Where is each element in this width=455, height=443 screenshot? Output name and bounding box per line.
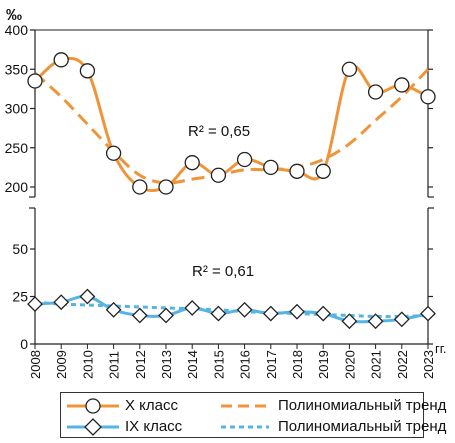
x-tick-label: 2009 [54,350,69,379]
data-point-x-class [367,84,384,100]
data-point-x-class [394,77,410,93]
x-tick-label: 2013 [159,350,174,379]
y-lower-tick-label: 0 [20,336,28,352]
y-upper-tick-label: 250 [5,140,29,156]
data-point-x-class [315,163,331,179]
legend-symbol-ix-class [67,418,119,436]
data-point-x-class [184,155,200,171]
x-tick-label: 2014 [185,350,200,379]
y-upper-tick-label: 200 [5,179,29,195]
data-point-x-class [210,167,227,183]
x-axis-suffix: гг. [435,341,447,356]
data-point-ix-class [341,313,358,330]
y-upper-tick-label: 400 [5,22,29,38]
data-point-ix-class [105,301,122,318]
data-point-ix-class [289,303,305,320]
data-point-ix-class [210,305,227,322]
x-tick-label: 2010 [80,350,95,379]
x-tick-label: 2018 [290,350,305,379]
legend-symbol-x-class [67,398,119,414]
data-point-x-class [105,145,122,161]
axis-ticks: 200 250 300 350 400 0 25 50 2008 2009 2010 2011 2012… [5,22,436,379]
series-layer [27,52,436,330]
legend-row-x: X класс Полиномиальный тренд [61,395,446,417]
data-point-x-class [53,52,69,68]
data-point-ix-class [53,294,70,311]
r2-upper-annotation: R² = 0,65 [188,123,250,140]
legend-label-ix-trend: Полиномиальный тренд [278,418,447,435]
data-point-ix-class [262,305,279,322]
y-lower-tick-label: 25 [12,289,28,305]
data-point-ix-class [158,307,174,324]
data-point-x-class [263,159,279,176]
data-point-ix-class [184,299,201,316]
data-point-x-class [289,163,305,179]
data-point-x-class [420,89,436,105]
data-point-ix-class [27,296,43,313]
data-point-ix-class [367,313,384,330]
legend-row-ix: IX класс Полиномиальный тренд [61,416,446,438]
data-point-ix-class [315,305,332,322]
legend-label-x-class: X класс [125,397,178,414]
data-point-ix-class [236,301,253,318]
x-tick-label: 2011 [107,351,122,379]
data-point-ix-class [420,305,436,322]
legend-label-x-trend: Полиномиальный тренд [278,397,447,414]
data-point-x-class [158,179,174,195]
x-tick-label: 2020 [342,350,357,379]
data-point-x-class [236,151,253,168]
series-line-x-class [33,56,429,193]
x-tick-label: 2023 [421,350,436,379]
r2-lower-annotation: R² = 0,61 [192,263,254,280]
x-tick-label: 2015 [211,350,226,379]
unit-label: ‰ [6,7,22,24]
x-tick-label: 2022 [395,350,410,379]
legend-label-ix-class: IX класс [125,418,183,435]
data-point-ix-class [79,288,96,305]
x-tick-label: 2012 [133,350,148,379]
y-lower-tick-label: 50 [12,241,28,257]
x-tick-label: 2021 [369,350,384,379]
trend-line-ix-class [34,300,429,319]
y-upper-tick-label: 350 [5,61,29,77]
legend: X класс Полиномиальный тренд IX класс По… [60,392,446,438]
data-point-ix-class [131,307,148,324]
data-point-x-class [27,73,43,89]
x-tick-label: 2017 [264,350,279,379]
data-point-ix-class [393,311,410,328]
legend-symbol-x-trend [221,404,269,408]
trend-line-x-class [33,68,430,185]
y-upper-tick-label: 300 [5,101,29,117]
data-point-x-class [341,61,358,77]
x-tick-label: 2019 [316,350,331,379]
data-point-x-class [79,63,96,79]
x-tick-label: 2008 [28,350,43,379]
x-tick-label: 2016 [238,350,253,379]
legend-symbol-ix-trend [221,425,269,429]
series-line-ix-class [34,294,429,324]
data-point-x-class [132,179,148,195]
